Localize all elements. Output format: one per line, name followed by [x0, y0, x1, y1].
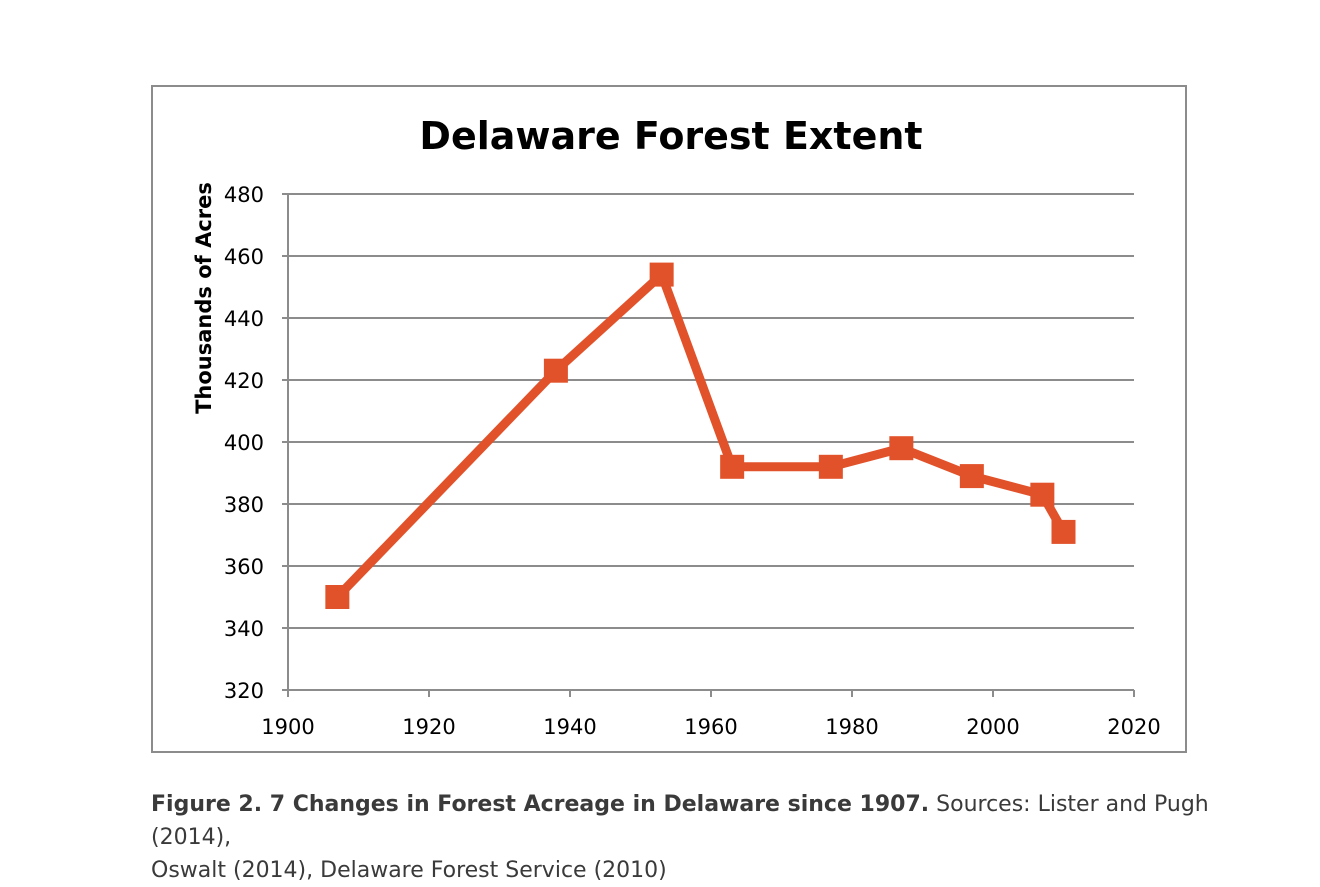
y-tick-label: 460 [224, 245, 264, 269]
x-tick-label: 1980 [825, 715, 878, 739]
data-point-marker [543, 358, 568, 383]
x-tick-label: 2020 [1107, 715, 1160, 739]
series [325, 262, 1076, 609]
axes: 320 340 360 380 400 420 440 460 480 1900 1920 1940 1… [224, 183, 1161, 739]
data-point-marker [889, 436, 914, 461]
y-tick-label: 320 [224, 679, 264, 703]
y-axis-label: Thousands of Acres [192, 182, 216, 414]
caption-line2: Oswalt (2014), Delaware Forest Service (… [151, 858, 667, 883]
x-tick-label: 1900 [261, 715, 314, 739]
line-chart: Delaware Forest Extent Thousands of Acre… [192, 114, 1161, 739]
y-tick-label: 420 [224, 369, 264, 393]
chart-frame: Delaware Forest Extent Thousands of Acre… [151, 85, 1187, 753]
x-tick-label: 2000 [966, 715, 1019, 739]
figure-caption: Figure 2. 7 Changes in Forest Acreage in… [151, 788, 1271, 887]
x-tick-label: 1960 [684, 715, 737, 739]
gridlines [282, 193, 1134, 691]
data-point-marker [1030, 482, 1055, 507]
data-point-marker [325, 585, 350, 609]
y-tick-label: 400 [224, 431, 264, 455]
y-tick-label: 360 [224, 555, 264, 579]
y-tick-label: 480 [224, 183, 264, 207]
data-point-marker [818, 454, 843, 479]
caption-sources: Sources: Lister and Pugh (2014), [151, 792, 1209, 850]
data-point-marker [959, 464, 984, 489]
x-tick-label: 1920 [402, 715, 455, 739]
chart-title: Delaware Forest Extent [419, 114, 922, 158]
x-tick-label: 1940 [543, 715, 596, 739]
y-tick-label: 340 [224, 617, 264, 641]
y-tick-label: 380 [224, 493, 264, 517]
data-point-marker [1051, 519, 1076, 544]
y-tick-label: 440 [224, 307, 264, 331]
data-point-marker [649, 262, 674, 287]
series-line [334, 270, 1068, 601]
data-point-marker [720, 454, 745, 479]
caption-bold: Figure 2. 7 Changes in Forest Acreage in… [151, 792, 930, 817]
